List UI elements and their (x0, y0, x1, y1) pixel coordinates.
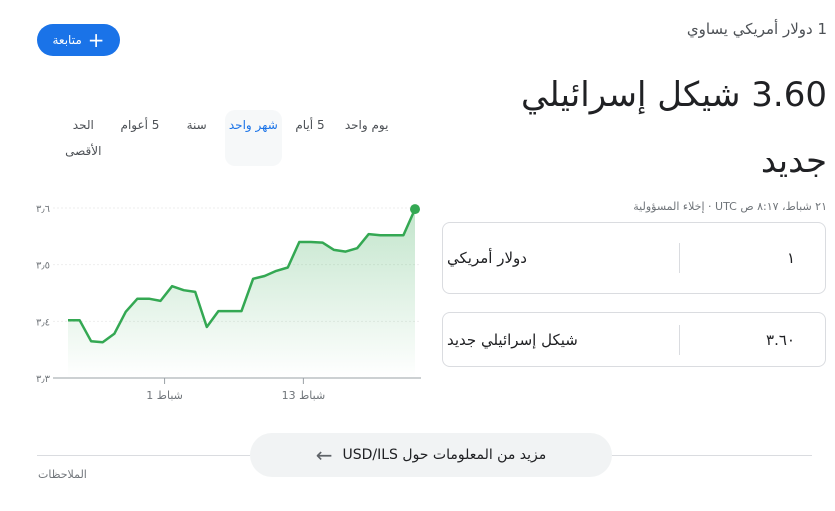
data-point (263, 274, 267, 278)
more-info-button[interactable]: مزيد من المعلومات حول USD/ILS ← (250, 433, 612, 477)
conversion-subtitle: 1 دولار أمريكي يساوي (686, 20, 827, 38)
data-point (251, 277, 255, 281)
data-point (309, 240, 313, 244)
tab-5-days[interactable]: 5 أيام (295, 118, 325, 132)
from-currency-select[interactable]: دولار أمريكي (447, 249, 527, 267)
data-point (66, 318, 70, 322)
data-point (286, 266, 290, 270)
x-tick-label: 13 شباط (282, 389, 326, 402)
data-point (401, 233, 405, 237)
data-point (320, 241, 324, 245)
x-tick-label: 1 شباط (146, 389, 183, 402)
current-value-point (410, 204, 420, 215)
data-point (355, 246, 359, 250)
data-point (159, 299, 163, 303)
data-point (344, 250, 348, 254)
plus-icon: + (87, 28, 105, 52)
data-point (112, 332, 116, 336)
tab-1-day[interactable]: يوم واحد (344, 118, 389, 132)
y-tick-label: ٣٫٤ (36, 317, 50, 328)
data-point (297, 240, 301, 244)
arrow-left-icon: ← (315, 443, 333, 467)
chart-area-fill (68, 209, 415, 378)
follow-label: متابعة (52, 33, 82, 47)
exchange-rate-chart[interactable]: ٣٫٦ ٣٫٥ ٣٫٤ ٣٫٣ 1 شباط 13 شباط (0, 190, 430, 410)
data-point (274, 269, 278, 273)
from-amount-input[interactable]: ١ (786, 249, 795, 267)
data-point (390, 233, 394, 237)
data-point (182, 288, 186, 292)
data-point (228, 309, 232, 313)
data-point (78, 318, 82, 322)
tab-5-years[interactable]: 5 أعوام (120, 118, 160, 132)
follow-button[interactable]: + متابعة (37, 24, 120, 56)
divider (679, 243, 680, 273)
tab-1-year[interactable]: سنة (186, 118, 207, 132)
data-point (240, 309, 244, 313)
to-amount-input[interactable]: ٣.٦٠ (766, 330, 795, 349)
data-point (89, 339, 93, 343)
data-point (147, 297, 151, 301)
y-tick-label: ٣٫٣ (36, 374, 51, 385)
from-currency-box: ١ دولار أمريكي (442, 222, 826, 294)
to-currency-select[interactable]: شيكل إسرائيلي جديد (447, 330, 578, 349)
data-point (367, 232, 371, 236)
more-info-label: مزيد من المعلومات حول USD/ILS (342, 447, 547, 463)
divider (679, 324, 680, 355)
data-point (101, 340, 105, 344)
data-point (216, 309, 220, 313)
chart-line (68, 208, 417, 344)
data-point (170, 284, 174, 288)
data-point (135, 297, 139, 301)
y-tick-label: ٣٫٥ (36, 261, 50, 272)
conversion-result: 3.60 شيكل إسرائيلي جديد (520, 75, 827, 181)
tab-max[interactable]: الحد الأقصى (65, 118, 102, 158)
to-currency-box: ٣.٦٠ شيكل إسرائيلي جديد (442, 312, 826, 367)
data-point (332, 248, 336, 252)
timestamp-disclaimer: ٢١ شباط، ٨:١٧ ص UTC · إخلاء المسؤولية (633, 200, 827, 213)
y-tick-label: ٣٫٦ (36, 204, 50, 215)
data-point (124, 310, 128, 314)
data-point (378, 233, 382, 237)
data-point (193, 290, 197, 294)
notes-link[interactable]: الملاحظات (38, 468, 87, 481)
tab-1-month[interactable]: شهر واحد (224, 110, 282, 166)
data-point (205, 325, 209, 329)
range-tabs: يوم واحد 5 أيام شهر واحد سنة 5 أعوام الح… (55, 110, 395, 166)
